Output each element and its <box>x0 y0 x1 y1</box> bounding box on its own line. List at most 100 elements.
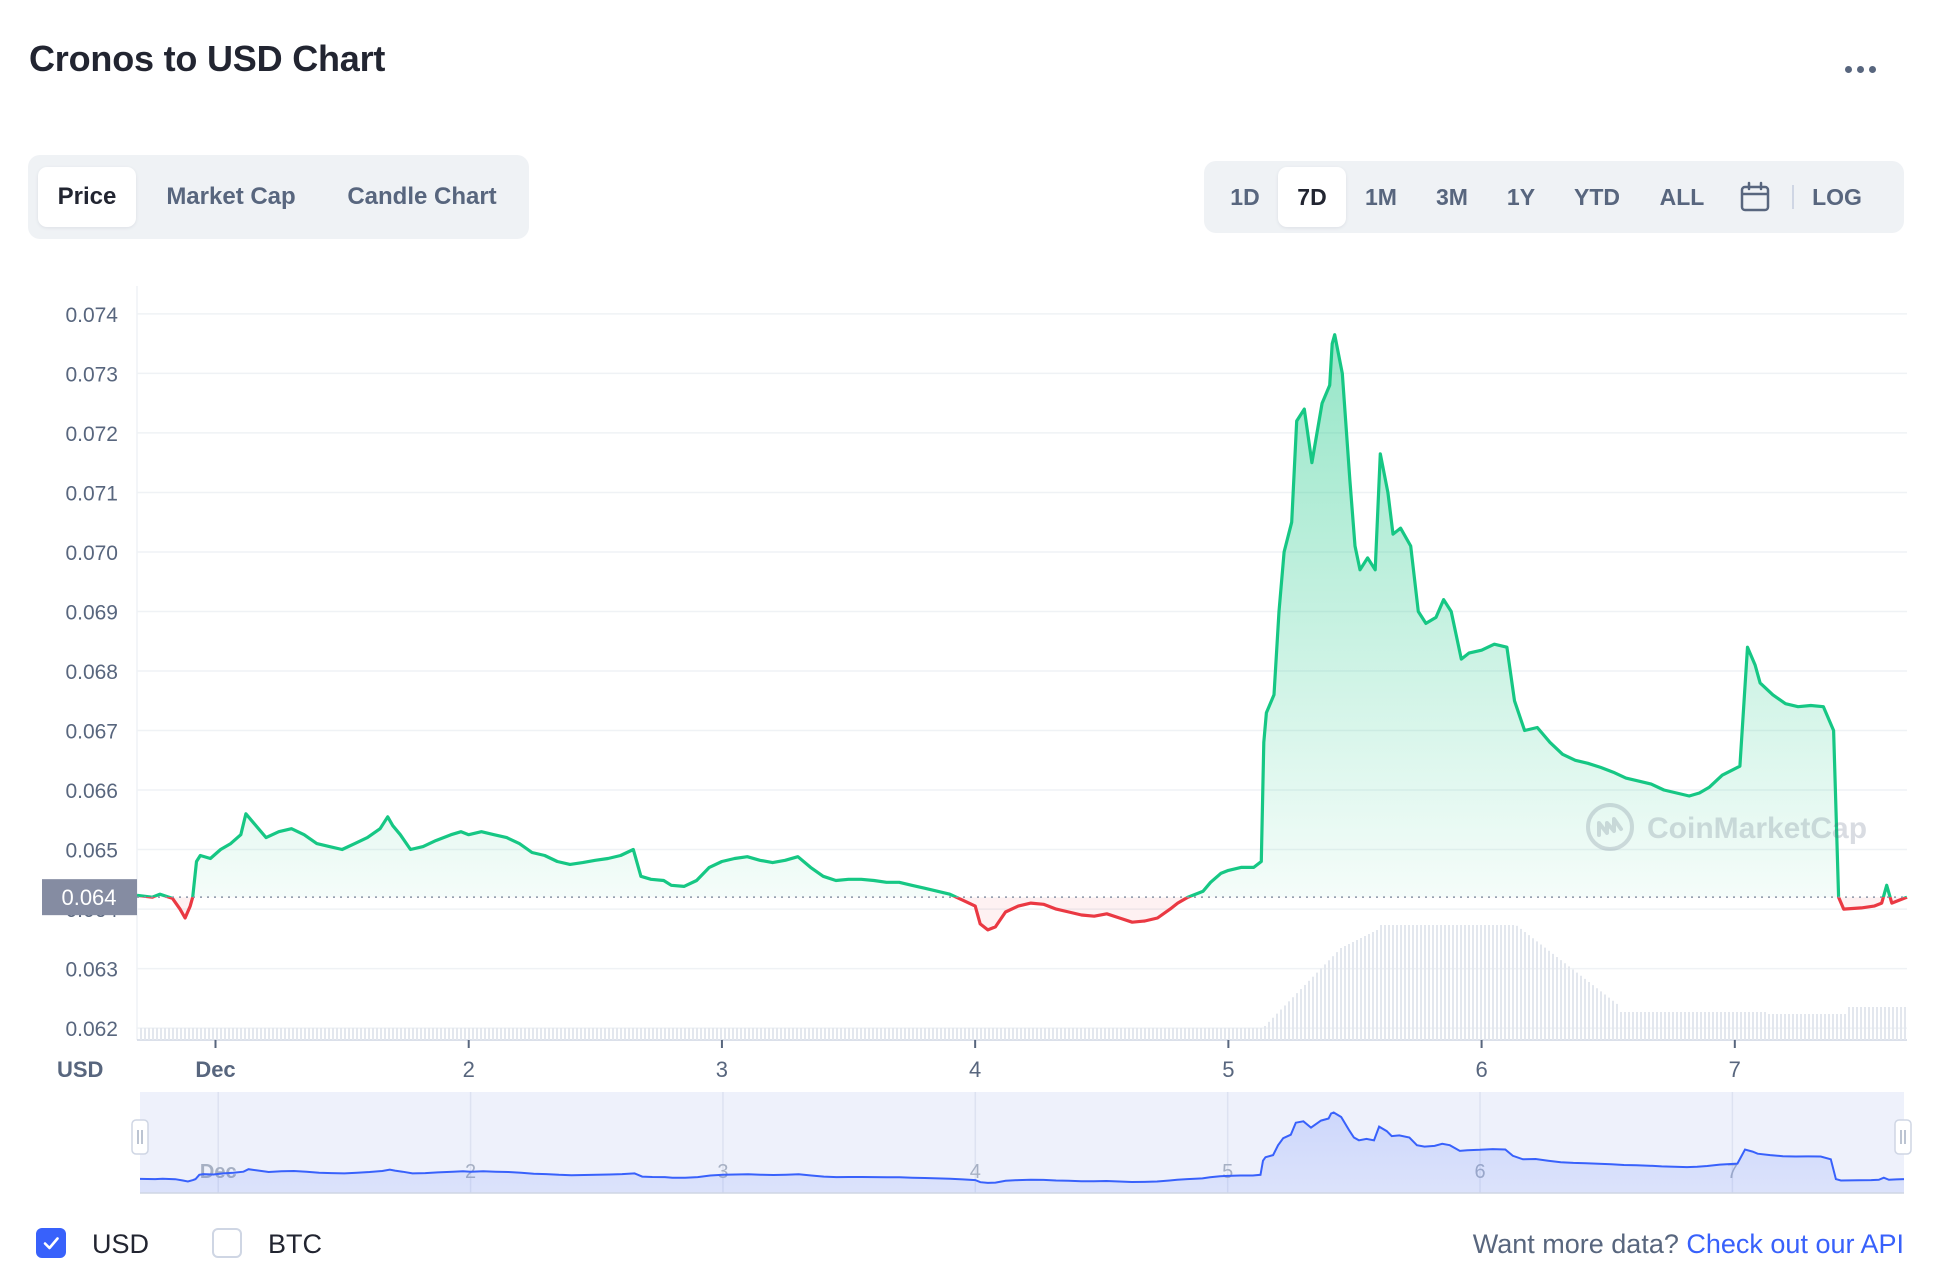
api-link[interactable]: Check out our API <box>1686 1229 1904 1259</box>
volume-bar <box>572 1028 574 1040</box>
volume-bar <box>1108 1028 1110 1040</box>
calendar-icon <box>1740 181 1770 212</box>
volume-bar <box>1636 1012 1638 1040</box>
range-ytd[interactable]: YTD <box>1574 183 1620 210</box>
volume-bar <box>1764 1012 1766 1040</box>
watermark-logo: CoinMarketCap <box>1586 803 1867 851</box>
volume-bar <box>824 1028 826 1040</box>
volume-bar <box>616 1028 618 1040</box>
volume-bar <box>1200 1028 1202 1040</box>
range-all[interactable]: ALL <box>1659 183 1705 210</box>
volume-bar <box>1832 1014 1834 1040</box>
range-1y[interactable]: 1Y <box>1506 183 1536 210</box>
volume-bar <box>396 1028 398 1040</box>
volume-bar <box>228 1028 230 1040</box>
log-scale-toggle[interactable]: LOG <box>1812 183 1862 210</box>
tab-price[interactable]: Price <box>38 167 136 227</box>
price-line-down <box>138 897 1908 932</box>
volume-bar <box>1240 1028 1242 1040</box>
x-tick-label: 7 <box>1729 1057 1741 1082</box>
volume-bar <box>860 1028 862 1040</box>
handle-body <box>1894 1119 1912 1155</box>
range-divider <box>1792 185 1794 209</box>
volume-bar <box>484 1028 486 1040</box>
volume-bar <box>452 1028 454 1040</box>
volume-bar <box>180 1028 182 1040</box>
volume-bar <box>1564 963 1566 1040</box>
volume-bar <box>1412 925 1414 1040</box>
volume-bar <box>1272 1017 1274 1040</box>
usd-checkbox[interactable] <box>36 1228 66 1258</box>
range-1d[interactable]: 1D <box>1230 183 1260 210</box>
check-icon <box>43 1237 59 1250</box>
volume-bar <box>992 1028 994 1040</box>
volume-bar <box>1388 925 1390 1040</box>
volume-bar <box>1788 1014 1790 1040</box>
price-chart[interactable]: 0.074 0.073 0.072 0.071 0.070 0.069 0.068 0.067… <box>0 0 1938 1210</box>
volume-bar <box>1152 1028 1154 1040</box>
range-1m[interactable]: 1M <box>1365 183 1397 210</box>
tab-candle-chart[interactable]: Candle Chart <box>347 183 497 210</box>
volume-bar <box>684 1028 686 1040</box>
volume-bar <box>1632 1012 1634 1040</box>
volume-bar <box>388 1028 390 1040</box>
volume-bar <box>620 1028 622 1040</box>
volume-bar <box>1096 1028 1098 1040</box>
volume-bar <box>800 1028 802 1040</box>
navigator-handle-right[interactable] <box>1894 1119 1912 1155</box>
volume-bar <box>1124 1028 1126 1040</box>
volume-bar <box>1184 1028 1186 1040</box>
volume-bar <box>160 1028 162 1040</box>
volume-bar <box>1540 944 1542 1040</box>
volume-bar <box>144 1028 146 1040</box>
volume-bar <box>1884 1007 1886 1040</box>
tab-market-cap[interactable]: Market Cap <box>166 183 296 210</box>
navigator-handle-left[interactable] <box>131 1119 149 1155</box>
volume-bar <box>500 1028 502 1040</box>
volume-bar <box>716 1028 718 1040</box>
volume-bar <box>1548 950 1550 1040</box>
volume-bar <box>1776 1014 1778 1040</box>
y-tick-label: 0.074 <box>65 304 118 327</box>
volume-bar <box>1724 1012 1726 1040</box>
volume-bar <box>688 1028 690 1040</box>
volume-bar <box>152 1028 154 1040</box>
volume-bar <box>624 1028 626 1040</box>
x-tick-label: Dec <box>195 1057 235 1082</box>
btc-label[interactable]: BTC <box>268 1229 322 1259</box>
more-options-button[interactable] <box>1836 56 1884 82</box>
volume-bar <box>1584 978 1586 1040</box>
date-range-button[interactable] <box>1724 167 1786 227</box>
volume-bar <box>1544 947 1546 1040</box>
volume-bar <box>972 1028 974 1040</box>
volume-bar <box>996 1028 998 1040</box>
volume-bar <box>764 1028 766 1040</box>
volume-bar <box>1296 993 1298 1040</box>
range-3m[interactable]: 3M <box>1436 183 1468 210</box>
volume-bar <box>784 1028 786 1040</box>
volume-bar <box>368 1028 370 1040</box>
volume-bar <box>1672 1012 1674 1040</box>
volume-bar <box>224 1028 226 1040</box>
volume-bar <box>432 1028 434 1040</box>
volume-bar <box>408 1028 410 1040</box>
usd-label[interactable]: USD <box>92 1229 150 1259</box>
volume-bar <box>1372 932 1374 1040</box>
volume-bar <box>952 1028 954 1040</box>
volume-bar <box>588 1028 590 1040</box>
y-tick-label: 0.063 <box>65 959 118 982</box>
volume-bar <box>532 1028 534 1040</box>
range-7d[interactable]: 7D <box>1278 167 1346 227</box>
volume-bar <box>1396 925 1398 1040</box>
volume-bar <box>1656 1012 1658 1040</box>
y-tick-label: 0.065 <box>65 840 118 863</box>
volume-bar <box>1352 942 1354 1040</box>
volume-bar <box>948 1028 950 1040</box>
volume-bar <box>940 1028 942 1040</box>
volume-bar <box>540 1028 542 1040</box>
btc-checkbox[interactable] <box>212 1228 242 1258</box>
volume-bar <box>1304 984 1306 1040</box>
volume-bar <box>1248 1028 1250 1040</box>
volume-bar <box>636 1028 638 1040</box>
volume-bar <box>1676 1012 1678 1040</box>
